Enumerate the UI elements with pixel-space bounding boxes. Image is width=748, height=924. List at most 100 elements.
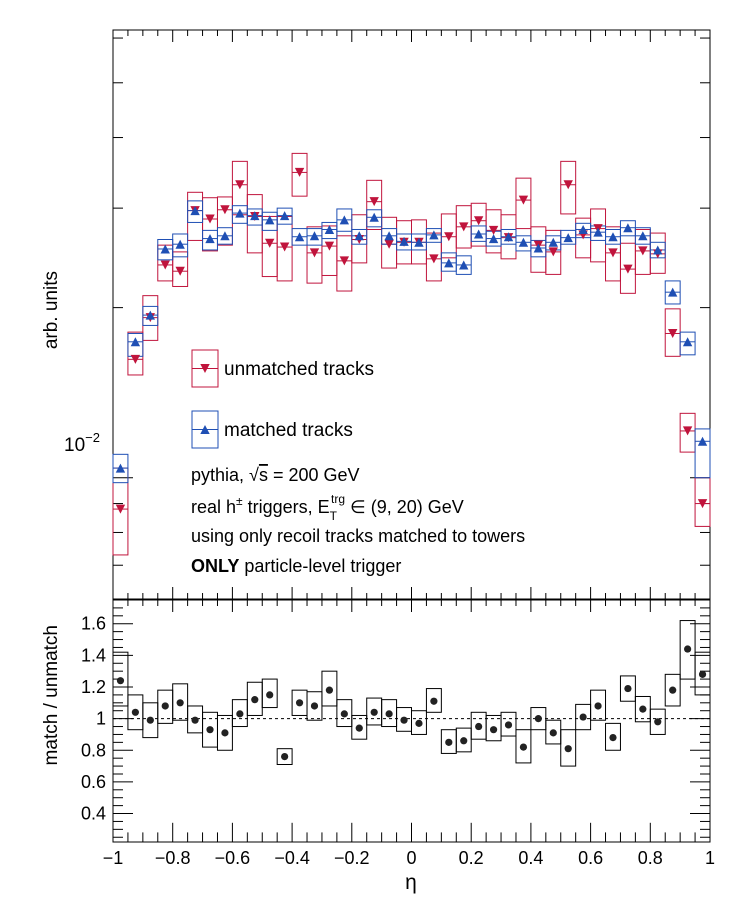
data-point-unmatched [384,239,394,249]
data-point-matched [682,337,693,347]
ratio-error-box [515,729,532,764]
ratio-point [370,708,378,716]
legend: unmatched tracks matched tracks [191,349,374,449]
error-box-matched [187,200,204,223]
ratio-point [564,745,572,753]
error-box-matched [679,331,696,356]
data-point-matched [235,208,245,218]
annotation-line-3: using only recoil tracks matched to towe… [191,526,525,546]
ratio-error-box [455,727,472,753]
data-point-unmatched [205,214,215,224]
ratio-point [191,716,199,724]
data-point-matched [339,215,350,225]
error-box-matched [172,233,189,258]
data-point-matched [653,245,663,255]
data-point-matched [518,237,529,247]
data-point-matched [160,244,170,254]
y-tick-label: 1.6 [81,614,106,634]
ratio-point [534,715,542,723]
data-point-unmatched [324,241,335,251]
ratio-error-box [694,651,711,696]
legend-unmatched-marker [200,364,210,373]
legend-unmatched-label: unmatched tracks [224,359,374,380]
error-box-unmatched [172,251,189,287]
ratio-point [698,670,707,678]
ratio-point [400,716,408,724]
ratio-error-box [664,673,681,707]
error-box-matched [425,228,442,243]
ratio-point [639,705,647,713]
data-point-unmatched [682,426,693,436]
error-box-matched [694,428,711,479]
data-point-unmatched [488,225,499,235]
error-box-unmatched [187,191,204,241]
ratio-error-box [425,688,442,713]
data-point-unmatched [638,246,648,256]
data-point-matched [473,229,484,239]
data-point-unmatched [473,216,484,226]
ratio-error-box [679,620,696,680]
data-point-matched [265,215,275,225]
ratio-point [460,737,468,745]
data-point-matched [414,237,424,247]
ratio-error-box [112,651,129,707]
y-tick-label: 0.6 [81,772,106,792]
x-tick-label: −1 [103,848,124,868]
data-point-unmatched [623,264,633,274]
top-axis-ticks [112,30,711,599]
ratio-error-box [172,683,189,721]
x-tick-label: −0.4 [274,848,310,868]
x-tick-label: −0.6 [215,848,251,868]
ratio-point [489,726,498,734]
bottom-axis-ticks: −1 −0.8 −0.6 −0.4 −0.2 0 0.2 0.4 0.6 0.8 1 0.4 0.6 0.… [81,600,715,868]
error-box-unmatched [366,179,383,230]
data-point-unmatched [608,248,618,258]
bottom-x-axis-label: η [405,871,417,894]
y-tick-label: 0.4 [81,804,106,824]
data-point-matched [533,243,544,253]
y-tick-label: 0.8 [81,740,106,760]
data-point-matched [578,224,588,234]
data-point-matched [354,231,364,241]
ratio-point [669,686,677,694]
ratio-point [579,713,587,721]
top-y-axis-label: arb. units [41,271,62,349]
ratio-point [684,645,692,653]
data-point-matched [279,211,290,221]
ratio-point [475,722,483,731]
data-point-unmatched [548,247,558,257]
data-point-matched [667,287,678,297]
data-point-unmatched [339,256,350,266]
ratio-error-box [321,670,338,707]
ratio-point [221,729,229,737]
ratio-error-box [605,722,621,751]
data-point-unmatched [294,167,305,177]
data-point-matched [429,230,439,240]
data-point-matched [697,436,708,446]
data-point-unmatched [309,248,320,258]
legend-matched-marker [200,425,210,434]
data-point-unmatched [369,197,379,207]
data-point-matched [145,310,156,320]
ratio-point [624,684,632,693]
data-point-matched [384,231,394,241]
top-y-tick-label: 10−2 [64,430,100,456]
ratio-error-box [590,689,607,721]
legend-matched-label: matched tracks [224,420,353,441]
ratio-point [549,729,557,737]
ratio-point [161,702,169,710]
y-tick-label: 1.2 [81,677,106,697]
data-point-matched [115,463,126,473]
data-point-matched [324,224,335,234]
data-point-unmatched [160,260,170,270]
error-box-matched [142,305,159,326]
ratio-point [594,702,602,710]
data-point-matched [309,231,320,241]
ratio-point [609,734,617,742]
ratio-point [340,710,348,718]
data-point-unmatched [459,222,469,232]
data-point-matched [190,206,200,216]
x-tick-label: 0.8 [638,848,663,868]
data-point-unmatched [265,238,275,248]
annotation-line-4: ONLY particle-level trigger [191,556,401,576]
